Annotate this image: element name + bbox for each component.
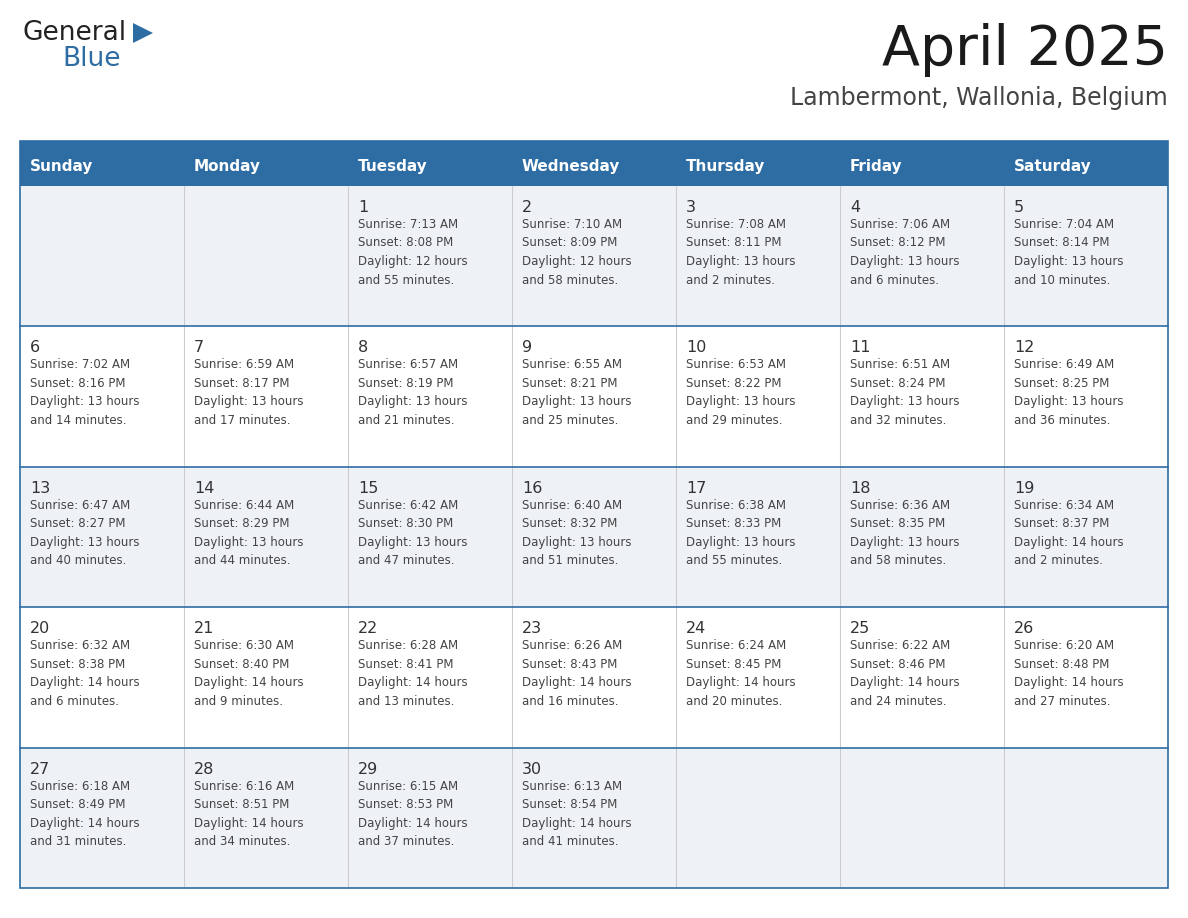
Text: 20: 20 bbox=[30, 621, 50, 636]
Text: Sunrise: 7:10 AM
Sunset: 8:09 PM
Daylight: 12 hours
and 58 minutes.: Sunrise: 7:10 AM Sunset: 8:09 PM Dayligh… bbox=[522, 218, 632, 286]
Text: 27: 27 bbox=[30, 762, 50, 777]
Text: 7: 7 bbox=[194, 341, 204, 355]
Text: Sunrise: 6:53 AM
Sunset: 8:22 PM
Daylight: 13 hours
and 29 minutes.: Sunrise: 6:53 AM Sunset: 8:22 PM Dayligh… bbox=[685, 358, 796, 427]
Text: Sunrise: 6:34 AM
Sunset: 8:37 PM
Daylight: 14 hours
and 2 minutes.: Sunrise: 6:34 AM Sunset: 8:37 PM Dayligh… bbox=[1015, 498, 1124, 567]
Bar bbox=[20, 747, 1168, 888]
Text: Lambermont, Wallonia, Belgium: Lambermont, Wallonia, Belgium bbox=[790, 86, 1168, 110]
Text: Blue: Blue bbox=[62, 46, 120, 72]
Text: Sunrise: 7:04 AM
Sunset: 8:14 PM
Daylight: 13 hours
and 10 minutes.: Sunrise: 7:04 AM Sunset: 8:14 PM Dayligh… bbox=[1015, 218, 1124, 286]
Text: 25: 25 bbox=[849, 621, 871, 636]
Text: Wednesday: Wednesday bbox=[522, 159, 620, 174]
Polygon shape bbox=[133, 23, 153, 43]
Text: 9: 9 bbox=[522, 341, 532, 355]
Text: Sunrise: 6:57 AM
Sunset: 8:19 PM
Daylight: 13 hours
and 21 minutes.: Sunrise: 6:57 AM Sunset: 8:19 PM Dayligh… bbox=[358, 358, 468, 427]
Bar bbox=[20, 186, 1168, 327]
Text: 8: 8 bbox=[358, 341, 368, 355]
Text: Sunday: Sunday bbox=[30, 159, 94, 174]
Text: Sunrise: 7:13 AM
Sunset: 8:08 PM
Daylight: 12 hours
and 55 minutes.: Sunrise: 7:13 AM Sunset: 8:08 PM Dayligh… bbox=[358, 218, 468, 286]
Text: 16: 16 bbox=[522, 481, 543, 496]
Text: Sunrise: 6:24 AM
Sunset: 8:45 PM
Daylight: 14 hours
and 20 minutes.: Sunrise: 6:24 AM Sunset: 8:45 PM Dayligh… bbox=[685, 639, 796, 708]
Text: 30: 30 bbox=[522, 762, 542, 777]
Text: 28: 28 bbox=[194, 762, 214, 777]
Bar bbox=[20, 146, 1168, 186]
Text: 17: 17 bbox=[685, 481, 707, 496]
Bar bbox=[20, 141, 1168, 888]
Text: Sunrise: 6:15 AM
Sunset: 8:53 PM
Daylight: 14 hours
and 37 minutes.: Sunrise: 6:15 AM Sunset: 8:53 PM Dayligh… bbox=[358, 779, 468, 848]
Bar bbox=[20, 327, 1168, 466]
Bar bbox=[20, 141, 1168, 146]
Text: Sunrise: 6:30 AM
Sunset: 8:40 PM
Daylight: 14 hours
and 9 minutes.: Sunrise: 6:30 AM Sunset: 8:40 PM Dayligh… bbox=[194, 639, 304, 708]
Text: 23: 23 bbox=[522, 621, 542, 636]
Text: 14: 14 bbox=[194, 481, 214, 496]
Bar bbox=[20, 607, 1168, 747]
Text: General: General bbox=[23, 20, 126, 46]
Text: April 2025: April 2025 bbox=[881, 23, 1168, 77]
Text: Sunrise: 6:38 AM
Sunset: 8:33 PM
Daylight: 13 hours
and 55 minutes.: Sunrise: 6:38 AM Sunset: 8:33 PM Dayligh… bbox=[685, 498, 796, 567]
Text: Sunrise: 6:59 AM
Sunset: 8:17 PM
Daylight: 13 hours
and 17 minutes.: Sunrise: 6:59 AM Sunset: 8:17 PM Dayligh… bbox=[194, 358, 303, 427]
Text: 22: 22 bbox=[358, 621, 378, 636]
Text: Sunrise: 6:44 AM
Sunset: 8:29 PM
Daylight: 13 hours
and 44 minutes.: Sunrise: 6:44 AM Sunset: 8:29 PM Dayligh… bbox=[194, 498, 303, 567]
Text: Sunrise: 6:51 AM
Sunset: 8:24 PM
Daylight: 13 hours
and 32 minutes.: Sunrise: 6:51 AM Sunset: 8:24 PM Dayligh… bbox=[849, 358, 960, 427]
Text: Sunrise: 7:06 AM
Sunset: 8:12 PM
Daylight: 13 hours
and 6 minutes.: Sunrise: 7:06 AM Sunset: 8:12 PM Dayligh… bbox=[849, 218, 960, 286]
Text: 4: 4 bbox=[849, 200, 860, 215]
Text: 6: 6 bbox=[30, 341, 40, 355]
Text: 10: 10 bbox=[685, 341, 707, 355]
Bar bbox=[20, 466, 1168, 607]
Text: Monday: Monday bbox=[194, 159, 261, 174]
Text: Sunrise: 6:28 AM
Sunset: 8:41 PM
Daylight: 14 hours
and 13 minutes.: Sunrise: 6:28 AM Sunset: 8:41 PM Dayligh… bbox=[358, 639, 468, 708]
Text: 19: 19 bbox=[1015, 481, 1035, 496]
Text: 12: 12 bbox=[1015, 341, 1035, 355]
Text: Sunrise: 6:47 AM
Sunset: 8:27 PM
Daylight: 13 hours
and 40 minutes.: Sunrise: 6:47 AM Sunset: 8:27 PM Dayligh… bbox=[30, 498, 139, 567]
Text: Sunrise: 6:18 AM
Sunset: 8:49 PM
Daylight: 14 hours
and 31 minutes.: Sunrise: 6:18 AM Sunset: 8:49 PM Dayligh… bbox=[30, 779, 140, 848]
Text: 24: 24 bbox=[685, 621, 706, 636]
Text: Sunrise: 6:22 AM
Sunset: 8:46 PM
Daylight: 14 hours
and 24 minutes.: Sunrise: 6:22 AM Sunset: 8:46 PM Dayligh… bbox=[849, 639, 960, 708]
Text: 18: 18 bbox=[849, 481, 871, 496]
Text: Sunrise: 6:36 AM
Sunset: 8:35 PM
Daylight: 13 hours
and 58 minutes.: Sunrise: 6:36 AM Sunset: 8:35 PM Dayligh… bbox=[849, 498, 960, 567]
Text: 11: 11 bbox=[849, 341, 871, 355]
Text: 5: 5 bbox=[1015, 200, 1024, 215]
Text: Saturday: Saturday bbox=[1015, 159, 1092, 174]
Text: Sunrise: 7:02 AM
Sunset: 8:16 PM
Daylight: 13 hours
and 14 minutes.: Sunrise: 7:02 AM Sunset: 8:16 PM Dayligh… bbox=[30, 358, 139, 427]
Text: Sunrise: 6:16 AM
Sunset: 8:51 PM
Daylight: 14 hours
and 34 minutes.: Sunrise: 6:16 AM Sunset: 8:51 PM Dayligh… bbox=[194, 779, 304, 848]
Text: 13: 13 bbox=[30, 481, 50, 496]
Text: Sunrise: 6:20 AM
Sunset: 8:48 PM
Daylight: 14 hours
and 27 minutes.: Sunrise: 6:20 AM Sunset: 8:48 PM Dayligh… bbox=[1015, 639, 1124, 708]
Text: Thursday: Thursday bbox=[685, 159, 765, 174]
Text: 21: 21 bbox=[194, 621, 214, 636]
Text: Sunrise: 6:49 AM
Sunset: 8:25 PM
Daylight: 13 hours
and 36 minutes.: Sunrise: 6:49 AM Sunset: 8:25 PM Dayligh… bbox=[1015, 358, 1124, 427]
Text: 26: 26 bbox=[1015, 621, 1035, 636]
Text: 2: 2 bbox=[522, 200, 532, 215]
Text: 15: 15 bbox=[358, 481, 378, 496]
Text: Sunrise: 6:13 AM
Sunset: 8:54 PM
Daylight: 14 hours
and 41 minutes.: Sunrise: 6:13 AM Sunset: 8:54 PM Dayligh… bbox=[522, 779, 632, 848]
Text: Sunrise: 6:32 AM
Sunset: 8:38 PM
Daylight: 14 hours
and 6 minutes.: Sunrise: 6:32 AM Sunset: 8:38 PM Dayligh… bbox=[30, 639, 140, 708]
Text: Sunrise: 6:55 AM
Sunset: 8:21 PM
Daylight: 13 hours
and 25 minutes.: Sunrise: 6:55 AM Sunset: 8:21 PM Dayligh… bbox=[522, 358, 632, 427]
Text: Sunrise: 7:08 AM
Sunset: 8:11 PM
Daylight: 13 hours
and 2 minutes.: Sunrise: 7:08 AM Sunset: 8:11 PM Dayligh… bbox=[685, 218, 796, 286]
Text: 29: 29 bbox=[358, 762, 378, 777]
Text: 1: 1 bbox=[358, 200, 368, 215]
Text: Tuesday: Tuesday bbox=[358, 159, 428, 174]
Text: Sunrise: 6:40 AM
Sunset: 8:32 PM
Daylight: 13 hours
and 51 minutes.: Sunrise: 6:40 AM Sunset: 8:32 PM Dayligh… bbox=[522, 498, 632, 567]
Text: Sunrise: 6:42 AM
Sunset: 8:30 PM
Daylight: 13 hours
and 47 minutes.: Sunrise: 6:42 AM Sunset: 8:30 PM Dayligh… bbox=[358, 498, 468, 567]
Text: Sunrise: 6:26 AM
Sunset: 8:43 PM
Daylight: 14 hours
and 16 minutes.: Sunrise: 6:26 AM Sunset: 8:43 PM Dayligh… bbox=[522, 639, 632, 708]
Text: Friday: Friday bbox=[849, 159, 903, 174]
Text: 3: 3 bbox=[685, 200, 696, 215]
